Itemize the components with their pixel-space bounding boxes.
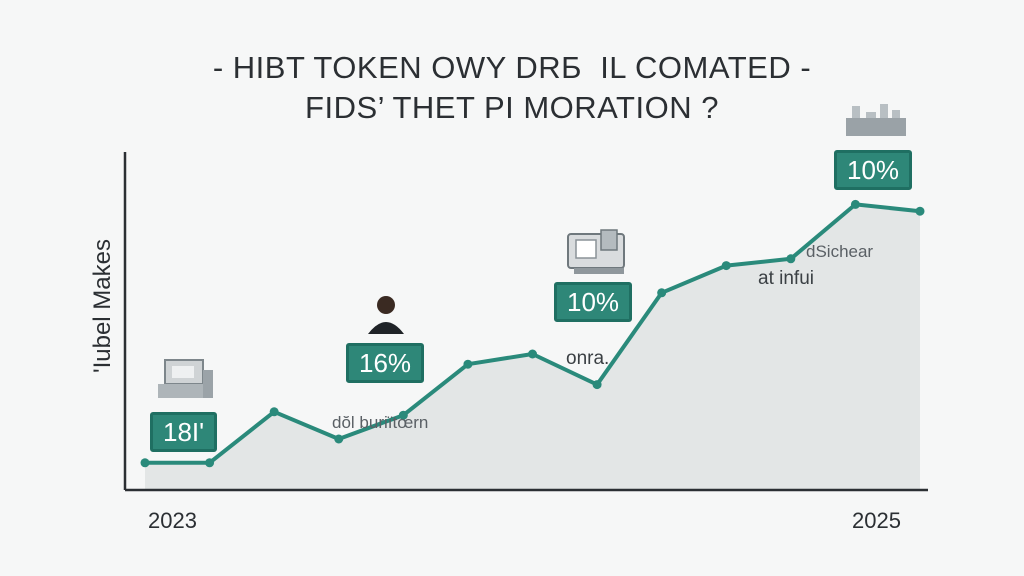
chart-title: - HIBT TOKEN OWY DRБ IL COMATED - FIDS’ … [0, 48, 1024, 128]
data-point-4 [398, 410, 408, 420]
data-badge-2: 16% [346, 343, 425, 383]
data-point-1 [205, 458, 215, 468]
data-point-11 [850, 199, 860, 209]
series-area [145, 204, 920, 490]
data-point-5 [463, 359, 473, 369]
annotation-3: dSichear [806, 242, 874, 261]
data-badge-4: 10% [834, 150, 913, 190]
data-badge-1: 18I' [150, 412, 218, 452]
data-point-2 [269, 407, 279, 417]
data-point-9 [721, 261, 731, 271]
x-tick-label-end: 2025 [852, 508, 901, 533]
annotation-1: dŏl buriїtœrn [332, 413, 429, 432]
skyline-icon [846, 104, 906, 136]
annotation-4: at infui [758, 268, 814, 289]
data-point-7 [592, 380, 602, 390]
icon-layer [158, 104, 906, 398]
data-badge-3: 10% [554, 282, 633, 322]
x-tick-label-start: 2023 [148, 508, 197, 533]
line-layer [140, 199, 925, 468]
device-icon [567, 229, 625, 274]
data-point-8 [657, 288, 667, 298]
chart-title-line-1: - HIBT TOKEN OWY DRБ IL COMATED - [212, 50, 812, 85]
y-axis-label: 'Iubel Makes [89, 239, 116, 373]
data-point-3 [334, 434, 344, 444]
data-point-10 [786, 254, 796, 264]
register-icon [158, 359, 213, 398]
person-icon [368, 296, 404, 334]
data-point-6 [528, 349, 537, 359]
annotation-2: onra. [566, 348, 610, 369]
axis-layer [123, 152, 928, 492]
chart-title-line-2: FIDS’ THET PI MORATION ? [305, 90, 719, 125]
data-point-0 [140, 458, 150, 468]
area-layer [145, 204, 920, 490]
data-point-12 [915, 206, 925, 216]
